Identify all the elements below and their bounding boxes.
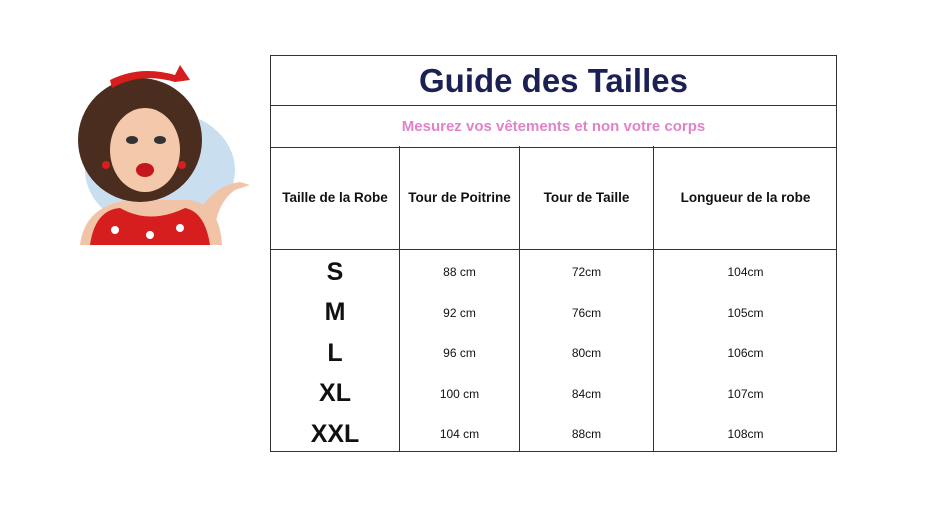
cell-bust: 92 cm xyxy=(443,305,476,320)
table-row: L 96 cm 80cm 106cm xyxy=(271,333,836,374)
cell-size: XL xyxy=(319,379,351,408)
pin-up-illustration xyxy=(78,65,250,245)
cell-size: XXL xyxy=(310,419,360,448)
table-row: M 92 cm 76cm 105cm xyxy=(271,293,836,334)
cell-length: 108cm xyxy=(727,427,764,442)
header-row: Taille de la Robe Tour de Poitrine Tour … xyxy=(271,146,836,250)
table-title: Guide des Tailles xyxy=(271,56,836,106)
cell-length: 105cm xyxy=(727,305,764,320)
cell-bust: 88 cm xyxy=(443,265,476,280)
cell-size: M xyxy=(324,298,346,327)
column-divider xyxy=(399,146,400,451)
cell-waist: 72cm xyxy=(571,265,602,280)
header-waist: Tour de Taille xyxy=(543,190,630,205)
header-size: Taille de la Robe xyxy=(282,190,388,205)
table-subtitle: Mesurez vos vêtements et non votre corps xyxy=(271,106,836,148)
cell-bust: 96 cm xyxy=(443,346,476,361)
size-guide-table: Guide des Tailles Mesurez vos vêtements … xyxy=(270,55,837,452)
cell-waist: 84cm xyxy=(571,386,602,401)
cell-bust: 104 cm xyxy=(439,427,480,442)
cell-size: L xyxy=(327,338,343,367)
cell-length: 104cm xyxy=(727,265,764,280)
column-divider xyxy=(519,146,520,451)
cell-size: S xyxy=(326,257,344,286)
cell-bust: 100 cm xyxy=(439,386,480,401)
header-length: Longueur de la robe xyxy=(680,190,811,205)
header-bust: Tour de Poitrine xyxy=(408,190,511,205)
cell-length: 107cm xyxy=(727,386,764,401)
cell-length: 106cm xyxy=(727,346,764,361)
column-divider xyxy=(653,146,654,451)
table-row: XL 100 cm 84cm 107cm xyxy=(271,374,836,415)
cell-waist: 80cm xyxy=(571,346,602,361)
table-row: S 88 cm 72cm 104cm xyxy=(271,252,836,293)
cell-waist: 88cm xyxy=(571,427,602,442)
cell-waist: 76cm xyxy=(571,305,602,320)
table-row: XXL 104 cm 88cm 108cm xyxy=(271,414,836,455)
